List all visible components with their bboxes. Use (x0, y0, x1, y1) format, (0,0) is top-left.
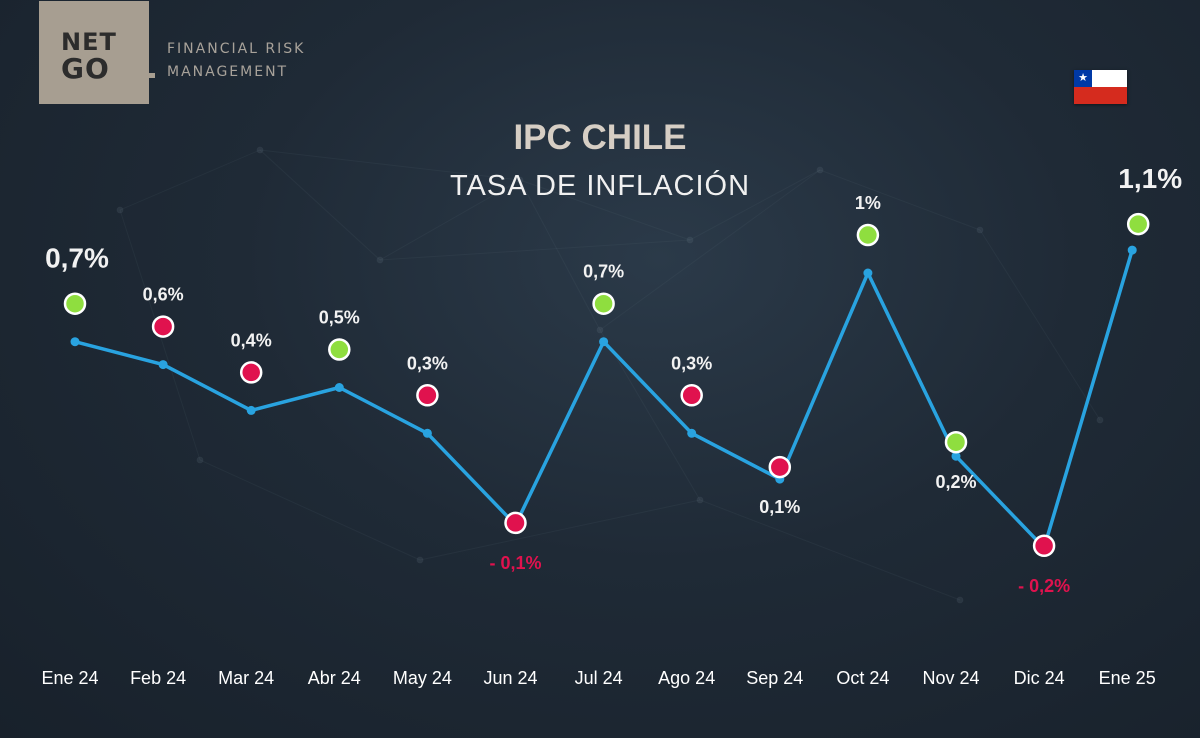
line-point (70, 337, 80, 347)
data-label: 0,3% (671, 353, 712, 373)
increase-marker (944, 430, 968, 454)
line-point (246, 405, 256, 415)
line-point (599, 337, 609, 347)
x-tick-label: Ene 24 (41, 668, 98, 688)
x-tick-label: Sep 24 (746, 668, 803, 688)
increase-marker (1126, 212, 1150, 236)
data-label: 1,1% (1118, 163, 1182, 194)
chile-flag-icon: ★ (1074, 70, 1127, 104)
logo-text-go: GO (61, 52, 110, 85)
data-label: - 0,2% (1018, 576, 1070, 596)
data-label: - 0,1% (489, 553, 541, 573)
data-label: 1% (855, 193, 881, 213)
data-label: 0,1% (759, 497, 800, 517)
x-tick-label: Mar 24 (218, 668, 274, 688)
decrease-marker (416, 384, 439, 407)
line-point (951, 451, 961, 461)
chart-title: IPC CHILE (513, 118, 687, 157)
x-tick-label: Abr 24 (308, 668, 361, 688)
increase-marker (592, 292, 615, 315)
line-point (158, 360, 168, 370)
netgo-logo: NET GO (39, 1, 155, 104)
line-point (863, 268, 873, 278)
logo-dash (139, 73, 155, 78)
x-tick-label: May 24 (393, 668, 452, 688)
logo-text-net: NET (61, 28, 117, 56)
data-label: 0,4% (231, 330, 272, 350)
x-tick-label: Dic 24 (1014, 668, 1065, 688)
data-label: 0,2% (935, 472, 976, 492)
line-point (1127, 245, 1137, 255)
line-point (334, 383, 344, 392)
x-tick-label: Oct 24 (836, 668, 889, 688)
x-tick-label: Nov 24 (922, 668, 979, 688)
chart-subtitle: TASA DE INFLACIÓN (449, 170, 751, 202)
x-tick-label: Jul 24 (575, 668, 623, 688)
decrease-marker (504, 511, 527, 535)
data-label: 0,5% (319, 308, 360, 328)
x-tick-label: Jun 24 (483, 668, 537, 688)
line-point (422, 428, 432, 438)
decrease-marker (1032, 534, 1056, 558)
data-label: 0,6% (143, 285, 184, 305)
data-label: 0,3% (407, 353, 448, 373)
decrease-marker (151, 315, 175, 338)
x-tick-label: Ago 24 (658, 668, 715, 688)
increase-marker (63, 292, 87, 315)
increase-marker (856, 223, 880, 247)
data-label: 0,7% (583, 262, 624, 282)
x-tick-label: Ene 25 (1099, 668, 1156, 688)
line-point (687, 428, 697, 438)
data-label: 0,7% (45, 243, 109, 274)
decrease-marker (239, 361, 263, 384)
decrease-marker (680, 384, 703, 407)
tagline-line2: MANAGEMENT (167, 64, 289, 80)
x-tick-label: Feb 24 (130, 668, 186, 688)
increase-marker (328, 338, 351, 361)
tagline-line1: FINANCIAL RISK (167, 41, 306, 57)
flag-star-icon: ★ (1078, 72, 1088, 84)
decrease-marker (768, 455, 792, 479)
